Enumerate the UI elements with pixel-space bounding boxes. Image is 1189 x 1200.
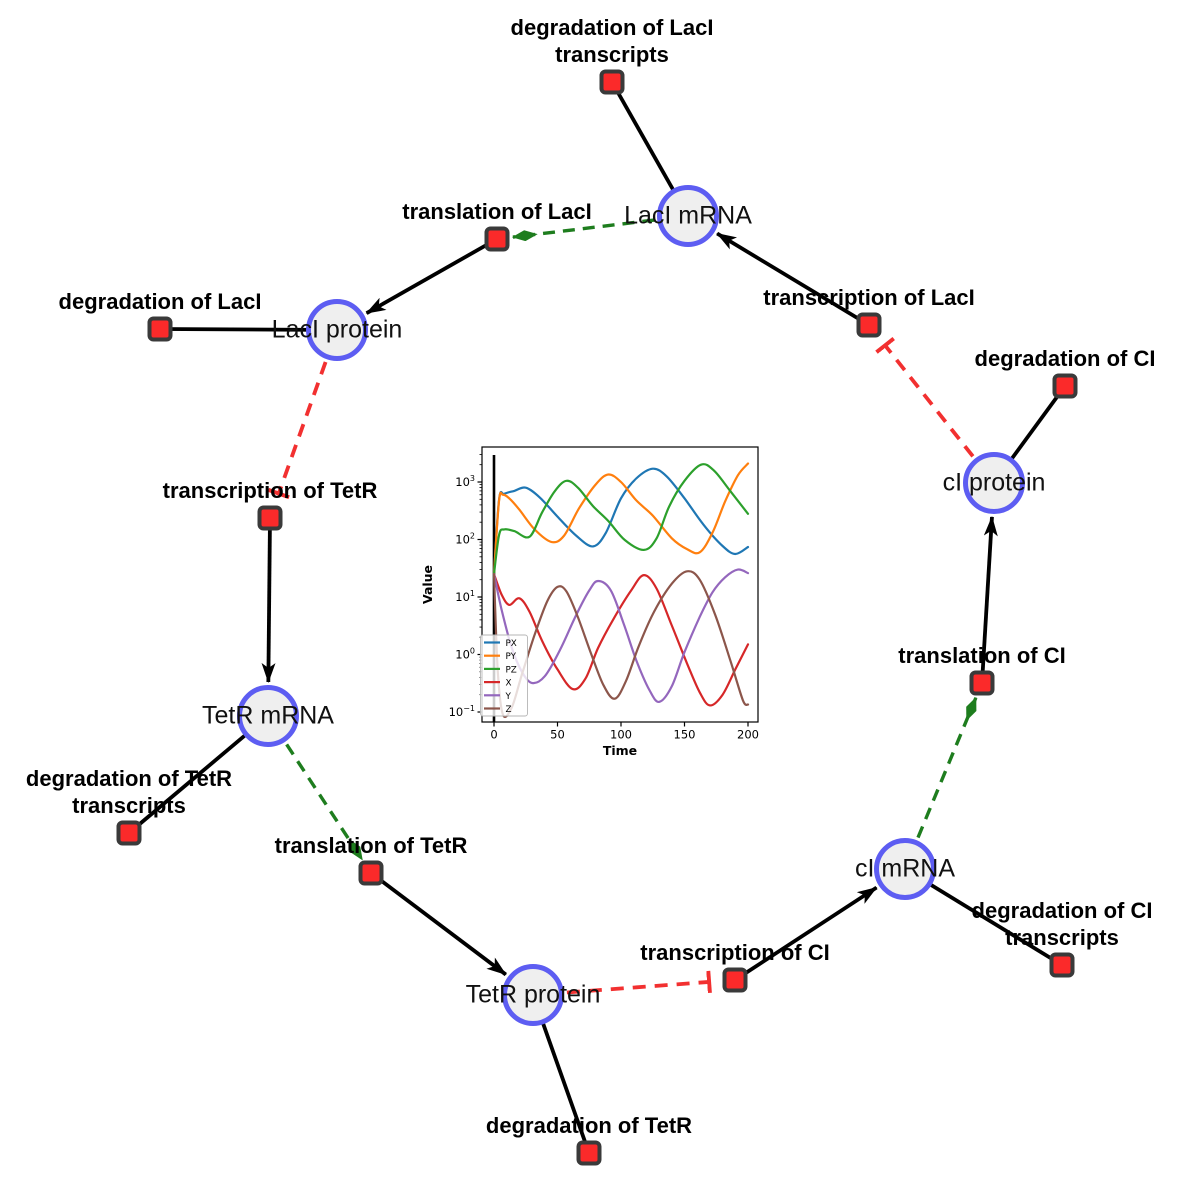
reaction-label-line: degradation of CI bbox=[974, 346, 1156, 371]
legend-label-PX: PX bbox=[506, 639, 517, 649]
x-tick-label: 50 bbox=[550, 728, 565, 742]
reaction-label-line: translation of LacI bbox=[402, 199, 592, 224]
x-tick-label: 0 bbox=[490, 728, 497, 742]
species-label-laci_mrna: LacI mRNA bbox=[624, 201, 752, 230]
reaction-label-deg_tetr_tx: degradation of TetR transcripts bbox=[26, 765, 232, 819]
reaction-label-transl_ci: translation of CI bbox=[898, 642, 1065, 669]
reaction-deg_ci_tx[interactable] bbox=[1049, 952, 1075, 978]
reaction-label-line: transcription of CI bbox=[640, 940, 830, 965]
reaction-deg_tetr_tx[interactable] bbox=[116, 820, 142, 846]
species-label-laci_prot: LacI protein bbox=[271, 315, 403, 344]
y-axis-label: Value bbox=[420, 565, 435, 604]
reaction-label-txn_laci: transcription of LacI bbox=[763, 284, 974, 311]
species-ci_mrna[interactable] bbox=[874, 838, 936, 900]
reaction-txn_ci[interactable] bbox=[722, 967, 748, 993]
legend-label-PZ: PZ bbox=[506, 665, 517, 675]
y-tick-label: 101 bbox=[455, 589, 475, 604]
reaction-label-line: transcription of LacI bbox=[763, 285, 975, 310]
reaction-deg_ci[interactable] bbox=[1052, 373, 1078, 399]
reaction-deg_laci_tx[interactable] bbox=[599, 69, 625, 95]
legend-label-X: X bbox=[506, 679, 512, 689]
x-tick-label: 200 bbox=[737, 728, 759, 742]
legend-label-PY: PY bbox=[506, 652, 517, 662]
species-label-ci_mrna: cI mRNA bbox=[855, 854, 955, 883]
reaction-label-deg_ci_tx: degradation of CI transcripts bbox=[972, 897, 1153, 951]
edge-product-txn_ci-ci_mrna bbox=[733, 885, 878, 982]
legend-label-Y: Y bbox=[505, 692, 512, 702]
reaction-label-line: transcripts bbox=[555, 42, 669, 67]
reaction-deg_laci[interactable] bbox=[147, 316, 173, 342]
reaction-label-line: degradation of LacI bbox=[510, 15, 714, 40]
x-tick-label: 100 bbox=[610, 728, 632, 742]
species-tetr_prot[interactable] bbox=[502, 964, 564, 1026]
reaction-label-deg_tetr: degradation of TetR bbox=[486, 1112, 692, 1139]
reaction-deg_tetr[interactable] bbox=[576, 1140, 602, 1166]
reaction-transl_tetr[interactable] bbox=[358, 860, 384, 886]
edge-product-transl_laci-laci_prot bbox=[365, 237, 498, 315]
edge-product-transl_ci-ci_prot bbox=[980, 515, 998, 684]
reaction-label-txn_tetr: transcription of TetR bbox=[163, 477, 378, 504]
series-PY bbox=[492, 462, 750, 576]
reaction-label-line: translation of CI bbox=[898, 643, 1066, 668]
edge-inhibitor-ci_prot-txn_laci bbox=[875, 336, 975, 458]
series-PZ bbox=[492, 463, 750, 576]
species-label-tetr_mrna: TetR mRNA bbox=[202, 701, 334, 730]
reaction-label-line: degradation of LacI bbox=[58, 289, 262, 314]
reaction-label-txn_ci: transcription of CI bbox=[640, 939, 829, 966]
edge-inhibitor-laci_prot-txn_tetr bbox=[267, 361, 328, 500]
reaction-label-deg_laci_tx: degradation of LacI transcripts bbox=[511, 14, 714, 68]
reaction-transl_laci[interactable] bbox=[484, 226, 510, 252]
edge-product-txn_laci-laci_mrna bbox=[716, 231, 870, 327]
axes-box bbox=[481, 446, 759, 723]
x-axis-label: Time bbox=[603, 743, 637, 758]
legend-label-Z: Z bbox=[506, 705, 512, 715]
reaction-label-transl_tetr: translation of TetR bbox=[275, 832, 468, 859]
reaction-label-line: transcripts bbox=[72, 793, 186, 818]
x-tick-label: 150 bbox=[674, 728, 696, 742]
reaction-label-line: degradation of TetR bbox=[485, 1113, 693, 1138]
series-PX bbox=[492, 467, 750, 576]
chart-legend: PX PY PZ XYZ bbox=[480, 634, 528, 717]
y-tick-label: 103 bbox=[455, 474, 475, 489]
species-label-tetr_prot: TetR protein bbox=[465, 980, 601, 1009]
series-X bbox=[492, 573, 750, 707]
species-laci_mrna[interactable] bbox=[657, 185, 719, 247]
reaction-transl_ci[interactable] bbox=[969, 670, 995, 696]
edge-modifier-laci_mrna-transl_laci bbox=[511, 218, 655, 242]
reaction-label-line: transcripts bbox=[1005, 925, 1119, 950]
edge-product-transl_tetr-tetr_prot bbox=[369, 871, 507, 977]
species-ci_prot[interactable] bbox=[963, 452, 1025, 514]
reaction-label-line: degradation of TetR bbox=[25, 766, 233, 791]
species-label-ci_prot: cI protein bbox=[942, 468, 1046, 497]
reaction-txn_laci[interactable] bbox=[856, 312, 882, 338]
y-tick-label: 10−1 bbox=[449, 704, 475, 719]
edge-modifier-ci_mrna-transl_ci bbox=[916, 696, 978, 839]
reaction-txn_tetr[interactable] bbox=[257, 505, 283, 531]
edge-product-txn_tetr-tetr_mrna bbox=[261, 517, 276, 684]
timeseries-inset-chart: 0 50 100 150 20010310210110010−1TimeValuePXP… bbox=[420, 433, 770, 773]
species-laci_prot[interactable] bbox=[306, 299, 368, 361]
species-tetr_mrna[interactable] bbox=[237, 685, 299, 747]
reaction-label-deg_ci: degradation of CI bbox=[975, 345, 1156, 372]
reaction-label-line: degradation of CI bbox=[971, 898, 1153, 923]
edge-modifier-tetr_mrna-transl_tetr bbox=[285, 743, 364, 861]
reaction-label-line: transcription of TetR bbox=[162, 478, 378, 503]
y-tick-label: 100 bbox=[455, 647, 475, 662]
edge-inhibitor-tetr_prot-txn_ci bbox=[566, 970, 712, 995]
reaction-label-deg_laci: degradation of LacI bbox=[59, 288, 262, 315]
y-tick-label: 102 bbox=[455, 532, 475, 547]
reaction-label-line: translation of TetR bbox=[274, 833, 468, 858]
reaction-label-transl_laci: translation of LacI bbox=[402, 198, 591, 225]
